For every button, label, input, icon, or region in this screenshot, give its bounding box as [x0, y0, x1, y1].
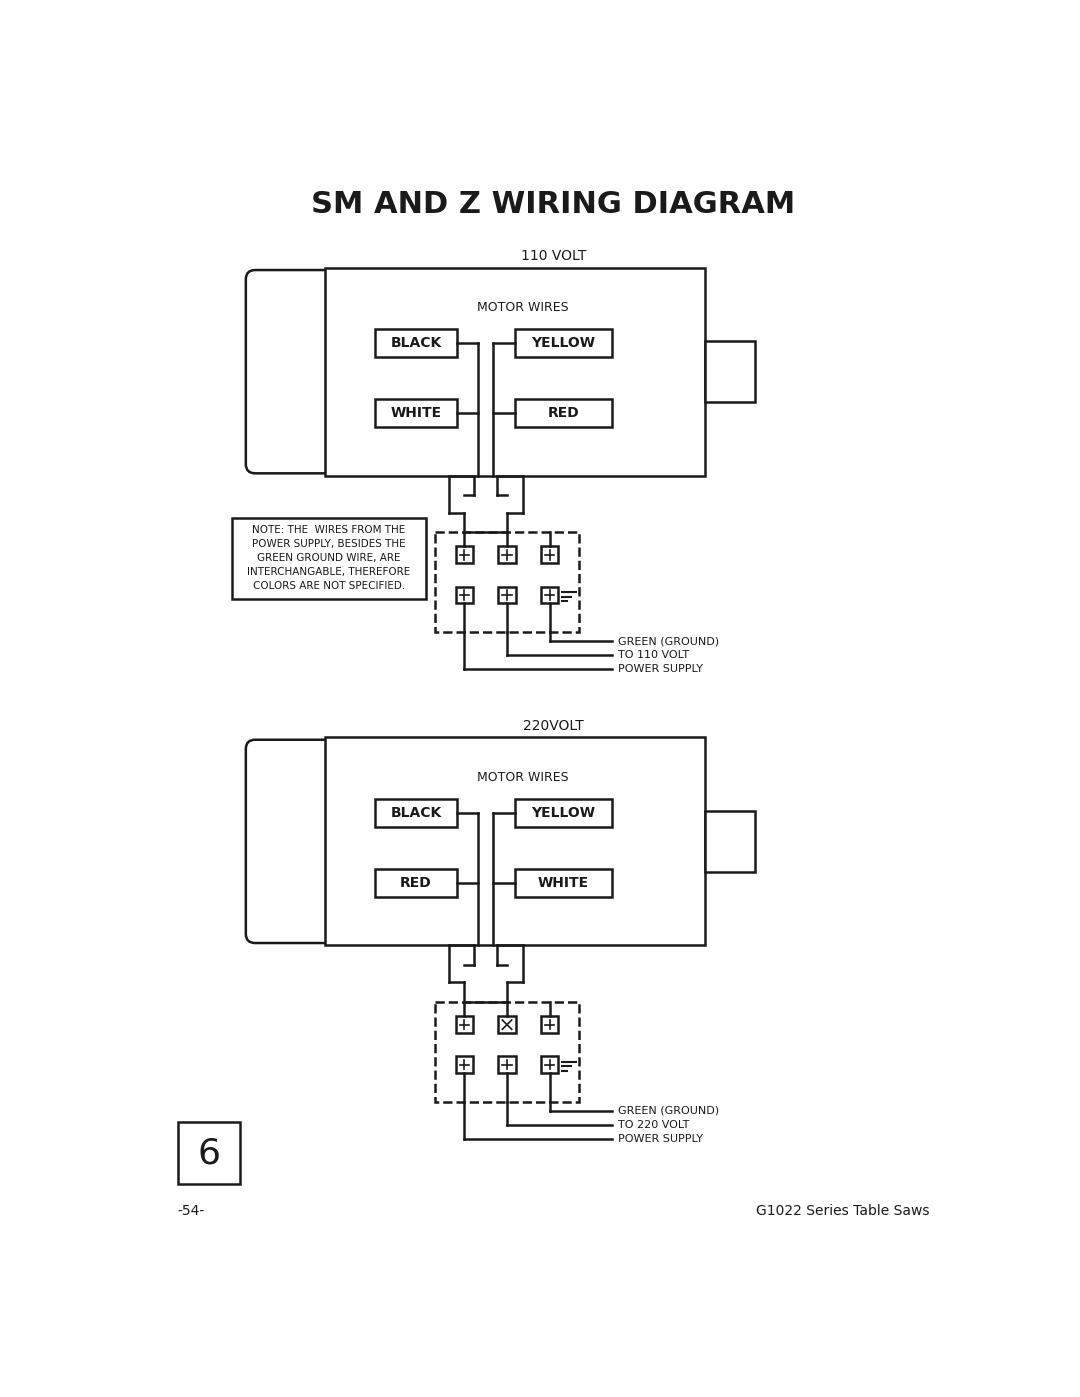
Text: WHITE: WHITE — [390, 407, 442, 420]
Text: -54-: -54- — [177, 1204, 205, 1218]
Bar — [435, 1002, 579, 1102]
Text: RED: RED — [548, 407, 579, 420]
Bar — [515, 799, 611, 827]
Bar — [177, 1122, 240, 1185]
FancyBboxPatch shape — [246, 740, 357, 943]
Bar — [541, 546, 558, 563]
Bar — [435, 532, 579, 631]
Bar — [541, 1016, 558, 1034]
Bar — [499, 587, 515, 604]
Text: GREEN (GROUND): GREEN (GROUND) — [618, 636, 719, 647]
Bar — [499, 1056, 515, 1073]
Text: WHITE: WHITE — [538, 876, 589, 890]
Text: SM AND Z WIRING DIAGRAM: SM AND Z WIRING DIAGRAM — [311, 190, 796, 219]
Text: GREEN (GROUND): GREEN (GROUND) — [618, 1106, 719, 1116]
Text: 110 VOLT: 110 VOLT — [521, 249, 586, 263]
Text: G1022 Series Table Saws: G1022 Series Table Saws — [756, 1204, 930, 1218]
Text: 220VOLT: 220VOLT — [523, 719, 584, 733]
Bar — [456, 1016, 473, 1034]
Text: BLACK: BLACK — [390, 337, 442, 351]
Text: TO 110 VOLT: TO 110 VOLT — [618, 650, 689, 659]
Bar — [541, 587, 558, 604]
Bar — [499, 1016, 515, 1034]
Bar — [515, 400, 611, 427]
Text: BLACK: BLACK — [390, 806, 442, 820]
Bar — [704, 341, 755, 402]
Bar — [515, 330, 611, 358]
Bar — [499, 546, 515, 563]
Text: RED: RED — [400, 876, 432, 890]
Bar — [456, 587, 473, 604]
Bar — [325, 738, 704, 946]
Bar — [515, 869, 611, 897]
Text: POWER SUPPLY: POWER SUPPLY — [618, 1133, 703, 1144]
Bar — [375, 330, 457, 358]
Text: TO 220 VOLT: TO 220 VOLT — [618, 1120, 689, 1130]
Bar — [375, 400, 457, 427]
Bar — [232, 518, 426, 599]
Text: YELLOW: YELLOW — [531, 337, 595, 351]
Bar — [375, 869, 457, 897]
Text: 6: 6 — [198, 1136, 220, 1171]
FancyBboxPatch shape — [246, 270, 357, 474]
Bar — [375, 799, 457, 827]
Text: YELLOW: YELLOW — [531, 806, 595, 820]
Bar — [325, 268, 704, 475]
Text: POWER SUPPLY: POWER SUPPLY — [618, 664, 703, 673]
Bar — [456, 1056, 473, 1073]
Text: NOTE: THE  WIRES FROM THE
POWER SUPPLY, BESIDES THE
GREEN GROUND WIRE, ARE
INTER: NOTE: THE WIRES FROM THE POWER SUPPLY, B… — [247, 525, 410, 591]
Bar — [456, 546, 473, 563]
Bar — [541, 1056, 558, 1073]
Text: MOTOR WIRES: MOTOR WIRES — [476, 302, 568, 314]
Bar — [704, 810, 755, 872]
Text: MOTOR WIRES: MOTOR WIRES — [476, 771, 568, 784]
